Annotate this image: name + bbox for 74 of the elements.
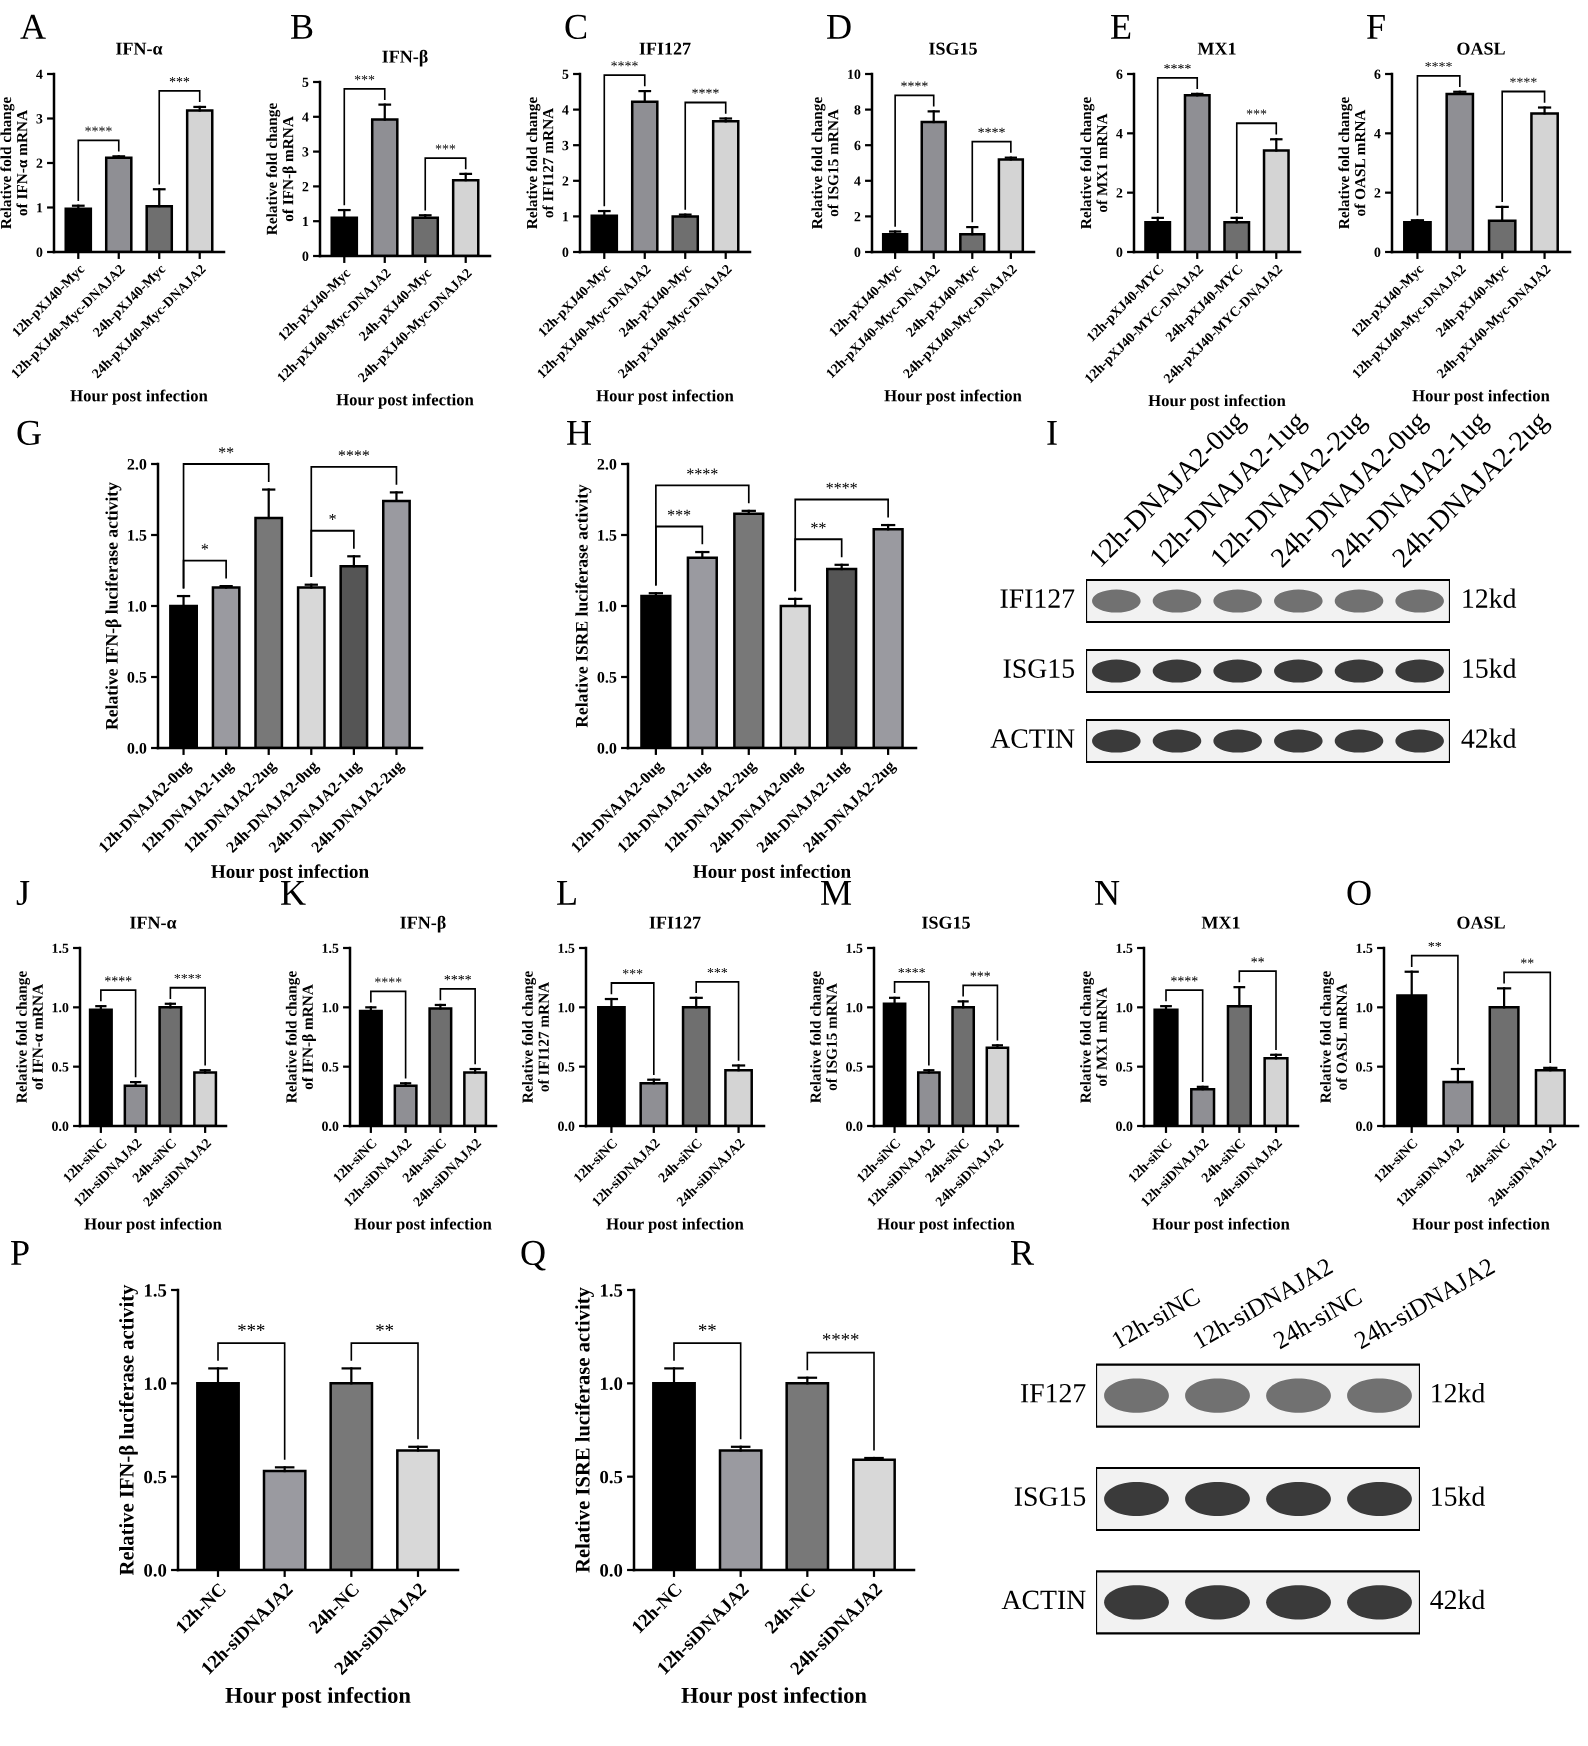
chart-title: IFN-β [382,49,428,67]
x-axis-title: Hour post infection [884,389,1022,405]
y-tick-label: 0.0 [600,1564,623,1577]
text: H [567,421,592,445]
chart-title: OASL [1457,916,1505,929]
chart-title: OASL [1457,42,1505,55]
x-axis-title: Hour post infection [1412,1217,1550,1233]
x-axis-title: Hour post infection [1152,1217,1290,1233]
text: I [1047,421,1057,445]
category-label: 42kd [1461,728,1517,748]
x-axis-title: Hour post infection [877,1217,1015,1233]
text: O [1347,880,1371,906]
x-axis-title: Hour post infection [596,389,734,405]
x-axis-title: Hour post infection [225,1686,411,1708]
chart-title: IFI127 [649,916,701,929]
y-tick-label: 0.5 [144,1470,167,1484]
text: K [281,881,306,905]
x-axis-title: Hour post infection [1412,389,1550,405]
y-tick-label: 0.5 [600,1470,623,1484]
category-label: IFI127 [1000,589,1075,608]
x-axis-title: Hour post infection [1148,394,1286,410]
chart-title: IFN-α [130,916,177,929]
y-axis-title: Relative IFN-β luciferase activity [105,482,122,730]
text: E [1111,15,1131,39]
x-axis-title: Hour post infection [336,393,474,409]
annotation: **** [822,1333,859,1341]
y-tick-label: 1.0 [600,1377,623,1391]
chart-title: ISG15 [929,42,977,55]
text: L [557,881,576,905]
text: P [11,1241,29,1265]
chart-title: ISG15 [922,916,970,929]
chart-title: IFN-β [400,915,446,933]
category-label: ACTIN [1001,1590,1086,1610]
x-axis-title: Hour post infection [354,1217,492,1233]
x-axis-title: Hour post infection [70,389,208,405]
text: J [16,881,30,906]
text: M [821,881,852,905]
category-label: 42kd [1430,1589,1485,1610]
text: A [20,14,46,39]
category-label: 15kd [1463,658,1517,678]
text: C [565,14,587,40]
chart-title: MX1 [1201,916,1240,929]
annotation: *** [238,1324,265,1331]
category-label: ACTIN [990,729,1075,748]
text: N [1095,881,1120,905]
x-axis-title: Hour post infection [606,1217,744,1233]
category-label: 12kd [1463,588,1517,608]
text: B [291,15,313,39]
annotation: ** [698,1324,716,1331]
category-label: 12kd [1432,1383,1485,1403]
text: D [827,15,851,39]
x-axis-title: Hour post infection [84,1217,222,1233]
y-tick-label: 0.0 [144,1564,167,1577]
category-label: IF127 [1020,1383,1086,1403]
y-tick-label: 1.5 [600,1284,623,1297]
y-tick-label: 1.5 [144,1284,167,1297]
chart-title: MX1 [1197,42,1236,55]
y-axis-title: Relative ISRE luciferase activity [574,1287,594,1573]
x-axis-title: Hour post infection [681,1686,867,1708]
text: Q [521,1240,546,1271]
y-axis-title: Relative ISRE luciferase activity [575,484,592,728]
x-axis-title: Hour post infection [693,864,851,882]
category-label: 15kd [1432,1486,1485,1506]
category-label: ISG15 [1003,659,1074,678]
y-tick-label: 1.0 [144,1377,167,1391]
text: F [1367,15,1385,39]
chart-title: IFN-α [116,42,163,55]
x-axis-title: Hour post infection [211,864,369,882]
chart-title: IFI127 [639,42,691,55]
text: R [1011,1241,1035,1265]
y-axis-title: Relative IFN-β luciferase activity [118,1284,138,1576]
annotation: ** [376,1324,394,1331]
text: G [17,420,41,446]
category-label: ISG15 [1014,1487,1086,1506]
